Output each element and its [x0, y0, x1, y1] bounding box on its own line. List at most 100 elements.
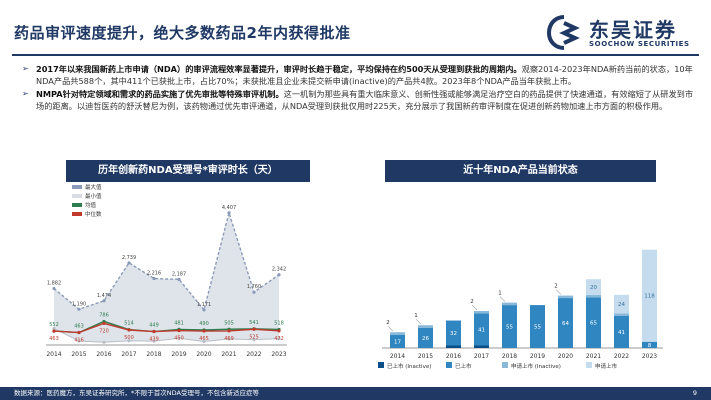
- max-point: [127, 261, 131, 265]
- x-tick-label: 2020: [558, 353, 573, 360]
- x-tick-label: 2018: [146, 351, 161, 358]
- top-value-label: 2: [386, 320, 390, 326]
- max-point: [52, 286, 56, 291]
- legend-swatch: [72, 203, 82, 207]
- bar-segment: [502, 305, 517, 348]
- mean-value-label: 505: [224, 320, 234, 326]
- bar-value-label: 41: [618, 330, 625, 336]
- x-tick-label: 2016: [446, 353, 461, 360]
- bar-value-label: 8: [648, 343, 652, 349]
- max-value-label: 1,882: [47, 281, 61, 287]
- median-point: [177, 328, 181, 333]
- median-point: [127, 328, 131, 332]
- bar-value-label: 17: [394, 339, 401, 345]
- median-value-label: 500: [124, 335, 134, 341]
- mean-value-label: 786: [99, 312, 109, 318]
- legend-label: 申请上市: [595, 362, 618, 370]
- median-point: [52, 329, 56, 333]
- bar-segment: [586, 294, 601, 298]
- mean-value-label: 514: [124, 321, 134, 327]
- max-point: [77, 307, 81, 311]
- bullet-text: 观察2014-2023年NDA新药当前的状态，10年NDA产品共588个，其中4…: [36, 64, 693, 86]
- x-tick-label: 2015: [418, 353, 433, 360]
- median-value-label: 465: [199, 336, 209, 342]
- max-value-label: 1,190: [72, 301, 86, 307]
- footer-bar: 数据来源：医药魔方，东吴证券研究所，*不限于首次NDA受理号，不包含新适应症等 …: [0, 387, 711, 400]
- max-point: [177, 277, 181, 281]
- median-value-label: 416: [74, 338, 84, 344]
- max-value-label: 2,342: [272, 267, 286, 273]
- max-point: [152, 276, 156, 281]
- median-point: [152, 329, 156, 334]
- bar-segment: [474, 313, 489, 346]
- right-chart-title: 近十年NDA产品当前状态: [385, 160, 656, 182]
- bar-segment: [418, 325, 433, 328]
- mean-value-label: 490: [199, 321, 209, 327]
- legend-label: 已上市: [455, 362, 472, 370]
- bar-segment: [390, 332, 405, 335]
- median-value-label: 450: [174, 336, 184, 342]
- median-point: [227, 329, 231, 333]
- x-tick-label: 2017: [121, 351, 136, 358]
- bar-segment: [558, 298, 573, 348]
- mean-value-label: 541: [249, 320, 259, 326]
- legend-label: 中位数: [85, 210, 102, 218]
- max-point: [277, 273, 281, 277]
- bar-value-label: 55: [506, 325, 513, 331]
- bar-segment: [614, 313, 629, 317]
- max-value-label: 1,760: [247, 284, 261, 290]
- bar-segment: [586, 279, 601, 295]
- legend-label: 均值: [85, 201, 97, 209]
- median-point: [202, 329, 206, 333]
- source-note: 数据来源：医药魔方，东吴证券研究所，*不限于首次NDA受理号，不包含新适应症等: [14, 389, 259, 397]
- bar-segment: [642, 341, 657, 348]
- max-point: [102, 299, 106, 303]
- logo-mark-icon: [546, 15, 580, 50]
- median-value-label: 439: [149, 337, 159, 343]
- min-point: [277, 337, 281, 341]
- min-point: [177, 336, 181, 340]
- top-value-label: 2: [470, 299, 474, 305]
- min-point: [127, 339, 131, 343]
- bullet-bold: NMPA针对特定领域和需求的药品实施了优先审批等特殊审评机制。: [36, 89, 284, 99]
- leader-line: [499, 296, 506, 302]
- legend-swatch: [72, 212, 82, 216]
- median-point: [252, 327, 256, 331]
- arrow-bullet-icon: ➢: [22, 64, 29, 73]
- nda-status-chart: 17 2 2014 26 1 2015 32 2016 41 2 2017 55 1 2018 55 2019…: [378, 249, 663, 370]
- x-tick-label: 2014: [46, 351, 61, 358]
- bullet-list: ➢ 2017年以来我国新药上市申请（NDA）的审评流程效率显著提升，审评时长趋于…: [22, 63, 694, 113]
- min-point: [202, 339, 206, 344]
- legend-swatch: [378, 362, 384, 368]
- mean-value-label: 518: [274, 320, 284, 326]
- header-divider: [12, 54, 699, 56]
- page-title: 药品审评速度提升，绝大多数药品2年内获得批准: [14, 24, 351, 42]
- bar-value-label: 118: [644, 294, 655, 300]
- max-point: [252, 290, 256, 294]
- max-point: [202, 308, 206, 312]
- review-duration-chart: 1,882 1,190 1,474 2,739 2,216 2,187 1,171 4,407…: [46, 183, 287, 358]
- median-point: [77, 330, 81, 335]
- arrow-bullet-icon: ➢: [22, 89, 29, 98]
- max-value-label: 2,739: [122, 255, 136, 261]
- max-value-label: 1,171: [197, 302, 211, 308]
- bar-segment: [446, 345, 461, 348]
- x-tick-label: 2020: [196, 351, 211, 358]
- min-point: [52, 326, 56, 331]
- brand-logo: 东吴证券 SOOCHOW SECURITIES: [545, 14, 705, 52]
- mean-value-label: 552: [49, 322, 59, 328]
- x-tick-label: 2015: [71, 351, 86, 358]
- legend-swatch: [72, 185, 82, 189]
- bullet-text: 这一机制为那些具有重大临床意义、创新性强或能够满足治疗空白的药品提供了快速通道，…: [36, 89, 694, 111]
- legend-swatch: [72, 194, 82, 198]
- legend-label: 最大值: [85, 183, 102, 191]
- min-point: [252, 338, 256, 342]
- max-value-label: 2,216: [147, 271, 161, 277]
- x-tick-label: 2016: [96, 351, 111, 358]
- legend-swatch: [586, 362, 592, 368]
- min-point: [152, 339, 156, 343]
- bar-value-label: 41: [478, 328, 485, 334]
- x-tick-label: 2022: [246, 351, 261, 358]
- x-tick-label: 2023: [642, 353, 657, 360]
- bar-segment: [474, 345, 489, 348]
